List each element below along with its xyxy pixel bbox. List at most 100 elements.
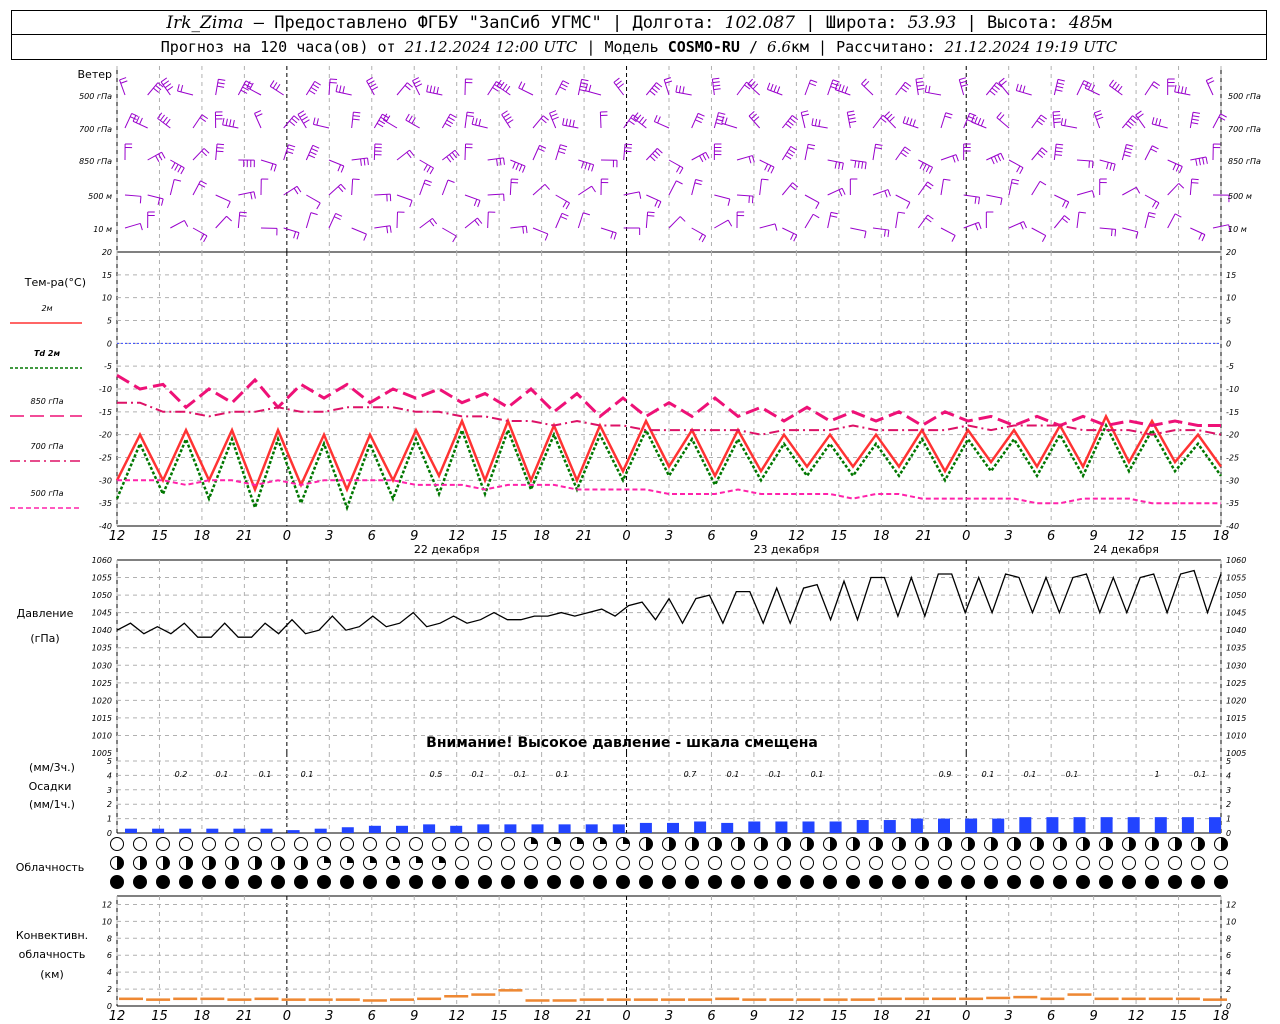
cloud-fill xyxy=(1122,875,1136,889)
wind-barb-flag xyxy=(641,118,647,125)
wind-barb-flag xyxy=(499,158,502,166)
wind-barb xyxy=(396,194,413,201)
wind-barb-flag xyxy=(522,226,525,234)
wind-barb-flag xyxy=(471,117,475,125)
cloud-fill xyxy=(225,875,239,889)
labels: Ветер Тем-ра(°C) Давление (гПа) Внимание… xyxy=(10,68,1261,1024)
hour-label: 9 xyxy=(750,1009,758,1024)
cloud-fill xyxy=(593,875,607,889)
wind-barb-flag xyxy=(863,80,870,87)
cloud-circle xyxy=(271,837,285,851)
wind-barb-flag xyxy=(139,196,142,204)
wind-barb-flag xyxy=(1198,232,1203,240)
wind-barb-flag xyxy=(164,83,172,89)
wind-barb-flag xyxy=(229,119,232,127)
wind-barb-flag xyxy=(303,119,310,124)
conv-tick: 0 xyxy=(107,1002,112,1011)
wind-barb xyxy=(804,144,809,161)
wind-barb-flag xyxy=(1054,154,1062,156)
wind-barb-flag xyxy=(246,81,251,88)
cloud-circle xyxy=(478,856,492,870)
cloud-circle xyxy=(1053,856,1067,870)
wind-barb xyxy=(215,144,218,161)
wind-barb-flag xyxy=(1114,229,1117,237)
wind-barb-flag xyxy=(503,157,505,165)
wind-barb xyxy=(1031,181,1041,196)
wind-barb xyxy=(532,227,549,235)
cloud-half xyxy=(922,837,929,851)
wind-barb xyxy=(963,194,980,198)
wind-barb-flag xyxy=(132,114,137,122)
precip-bar xyxy=(1154,817,1167,833)
wind-barb-flag xyxy=(830,211,838,215)
model-resolution: 6.6 xyxy=(767,38,791,56)
wind-barb-flag xyxy=(184,220,189,227)
cloud-half xyxy=(738,837,745,851)
wind-barb-flag xyxy=(1111,81,1117,88)
precip-bar xyxy=(748,821,761,833)
wind-barb-flag xyxy=(452,235,457,243)
wind-barb xyxy=(1099,159,1116,165)
precip-bar xyxy=(910,818,923,833)
cloud-quarter xyxy=(393,856,400,863)
wind-barb-flag xyxy=(761,178,769,181)
cloud-half xyxy=(140,856,147,870)
wind-barb-flag xyxy=(584,162,588,170)
wind-barb-flag xyxy=(928,167,933,174)
cloud-circle xyxy=(455,856,469,870)
temp-tick-right: 15 xyxy=(1226,271,1236,280)
wind-barb-flag xyxy=(625,143,633,146)
hour-label: 12 xyxy=(1128,529,1145,544)
cloud-circle xyxy=(317,837,331,851)
wind-barb-flag xyxy=(131,113,139,117)
wind-barb xyxy=(1076,190,1093,196)
precip-label: 0.2 xyxy=(175,770,188,779)
wind-barb xyxy=(884,116,897,129)
wind-barb-flag xyxy=(1123,154,1131,157)
precip-bar xyxy=(368,825,381,833)
wind-barb xyxy=(374,225,391,229)
wind-barb-flag xyxy=(998,77,1005,83)
wind-barb xyxy=(426,91,443,96)
pressure-line xyxy=(116,569,1222,638)
forecast-time: 21.12.2024 12:00 UTC xyxy=(404,38,578,56)
wind-barb-flag xyxy=(239,211,247,214)
wind-barb xyxy=(124,194,141,197)
conv-bar xyxy=(606,998,631,1001)
wind-barb-flag xyxy=(847,113,855,117)
wind-barb-flag xyxy=(927,181,934,187)
wind-barb xyxy=(254,113,262,129)
wind-level-label-right: 500 м xyxy=(1228,192,1252,201)
wind-barb-flag xyxy=(1087,83,1092,90)
wind-barb-flag xyxy=(338,85,342,93)
wind-barb-flag xyxy=(830,215,838,218)
cloud-half xyxy=(163,856,170,870)
wind-barb-flag xyxy=(902,116,906,124)
cloud-circle xyxy=(708,856,722,870)
wind-barb xyxy=(1084,87,1100,96)
precip-label: 0.1 xyxy=(811,770,824,779)
wind-barb xyxy=(1008,159,1024,169)
wind-barb-flag xyxy=(335,212,343,217)
cloud-fill xyxy=(777,875,791,889)
hour-label: 9 xyxy=(410,529,418,544)
wind-barb xyxy=(464,143,467,161)
wind-barb-flag xyxy=(1041,235,1047,243)
wind-barb-flag xyxy=(171,162,176,170)
wind-barb-flag xyxy=(904,81,912,87)
wind-barb-flag xyxy=(971,115,975,123)
cloud-quarter xyxy=(577,837,584,844)
wind-barb-flag xyxy=(695,119,702,124)
cloud-circle xyxy=(202,837,216,851)
wind-barb-flag xyxy=(496,158,498,166)
wind-barb-flag xyxy=(572,120,575,128)
wind-barb-flag xyxy=(832,79,840,83)
res-unit: км xyxy=(790,38,809,56)
wind-barb-flag xyxy=(1124,150,1132,154)
wind-barb xyxy=(1054,194,1069,203)
cloud-half xyxy=(669,837,676,851)
wind-level-label: 500 гПа xyxy=(79,92,112,101)
conv-bar xyxy=(390,998,414,1001)
wind-barb-flag xyxy=(1218,116,1226,121)
conv-bar xyxy=(715,997,740,1001)
